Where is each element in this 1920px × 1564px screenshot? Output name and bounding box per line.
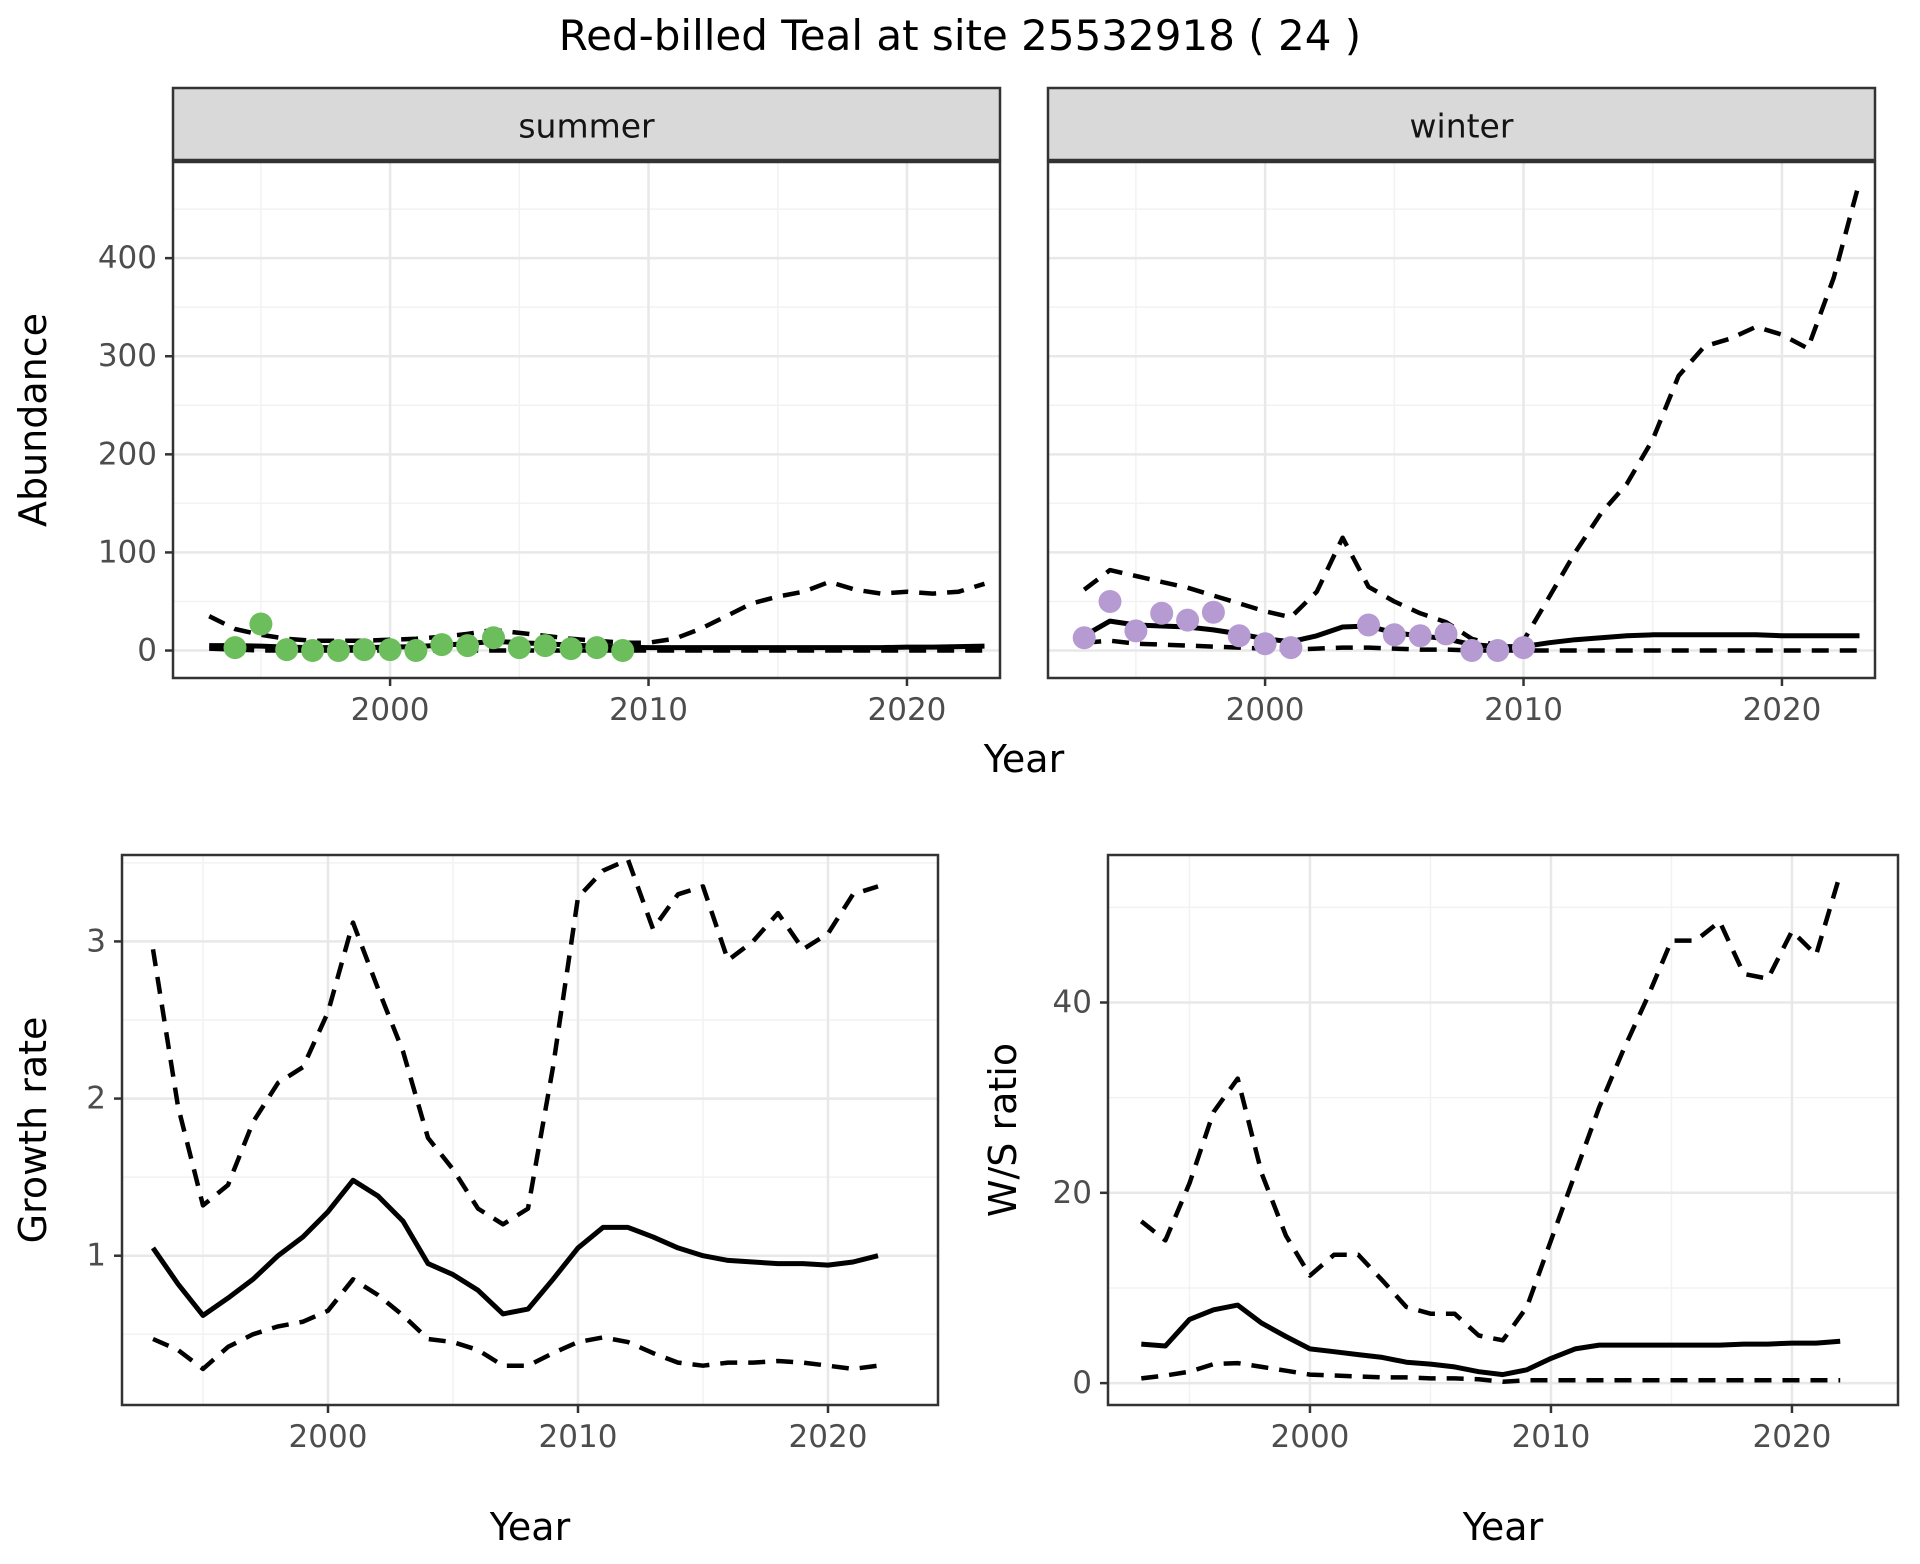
facet-strip	[171, 86, 1002, 162]
lower-ci-line	[1141, 1360, 1841, 1384]
data-point	[585, 636, 609, 660]
data-point	[1408, 624, 1432, 648]
panel-border	[120, 853, 940, 1407]
x-tick-label: 2010	[609, 692, 688, 728]
data-point	[1227, 624, 1251, 648]
x-tick-label: 2020	[789, 1419, 868, 1455]
x-tick-label: 2010	[1484, 692, 1563, 728]
data-point	[1434, 622, 1458, 646]
x-tick-label: 2020	[1743, 692, 1822, 728]
x-tick-label: 2000	[289, 1419, 368, 1455]
data-point	[301, 639, 325, 662]
x-tick-label: 2020	[1753, 1419, 1832, 1455]
lower-ci-line	[152, 1277, 879, 1372]
data-point	[1072, 626, 1096, 650]
data-point	[1201, 600, 1225, 624]
x-tick-label: 2000	[1271, 1419, 1350, 1455]
upper-ci-line	[1139, 873, 1843, 1343]
lower-ci-line	[1084, 638, 1860, 653]
y-axis-title-abundance: Abundance	[11, 313, 55, 527]
y-tick-label: 0	[137, 633, 157, 669]
data-point	[404, 639, 428, 662]
figure-title: Red-billed Teal at site 25532918 ( 24 )	[559, 11, 1361, 60]
upper-ci-line	[1082, 181, 1862, 648]
y-tick-label: 20	[1053, 1175, 1092, 1211]
data-point	[1279, 636, 1303, 660]
panel-growth-rate: 2000 2010 2020 1 2 3	[86, 853, 940, 1455]
x-axis-title-year-growth: Year	[489, 1505, 571, 1549]
panel-border	[1046, 160, 1877, 680]
facet-strip-label: winter	[1410, 107, 1514, 146]
data-point	[1486, 639, 1510, 662]
data-point	[249, 612, 273, 636]
data-point	[1357, 613, 1380, 637]
y-tick-label: 300	[98, 338, 157, 374]
panel-abundance-winter: winter 2000 2010 2020	[1046, 86, 1877, 728]
panel-border	[1106, 853, 1900, 1407]
data-point	[430, 633, 454, 657]
data-point	[482, 626, 505, 650]
y-tick-label: 400	[98, 240, 157, 276]
data-point	[378, 638, 402, 662]
panel-background	[122, 855, 938, 1405]
y-axis-title-growth-rate: Growth rate	[11, 1017, 55, 1244]
data-point	[223, 636, 247, 660]
median-line	[150, 1177, 879, 1318]
x-axis-title-year-top: Year	[983, 737, 1065, 781]
y-tick-label: 200	[98, 436, 157, 472]
y-tick-label: 3	[86, 923, 106, 959]
x-tick-label: 2010	[539, 1419, 618, 1455]
upper-ci-line	[150, 857, 879, 1227]
y-tick-label: 100	[98, 534, 157, 570]
data-point	[611, 639, 635, 662]
data-point	[326, 639, 350, 662]
x-tick-label: 2010	[1512, 1419, 1591, 1455]
median-line	[1141, 1302, 1841, 1378]
data-point	[1124, 619, 1148, 643]
data-point	[1176, 608, 1200, 632]
data-point	[275, 638, 299, 662]
data-point	[1150, 601, 1174, 625]
data-point	[1512, 636, 1535, 660]
y-tick-label: 2	[86, 1081, 106, 1117]
data-point	[1382, 623, 1406, 647]
panel-background	[1048, 162, 1875, 678]
panel-background	[1108, 855, 1898, 1405]
data-point	[1253, 632, 1277, 656]
data-point	[507, 636, 531, 660]
panel-abundance-summer: summer 2000 2010 2020 0 100 200 300 400	[98, 86, 1002, 728]
y-tick-label: 1	[86, 1238, 106, 1274]
data-point	[559, 637, 583, 661]
data-point	[1460, 639, 1484, 662]
lower-ci-line	[209, 646, 985, 653]
facet-strip	[1046, 86, 1877, 162]
x-tick-label: 2000	[351, 692, 430, 728]
x-tick-label: 2000	[1226, 692, 1305, 728]
panel-ws-ratio: 2000 2010 2020 0 20 40	[1053, 853, 1900, 1455]
panel-border	[171, 160, 1002, 680]
x-axis-title-year-ws: Year	[1462, 1505, 1544, 1549]
data-point	[1098, 590, 1122, 613]
y-tick-label: 40	[1053, 984, 1092, 1020]
panel-background	[173, 162, 1000, 678]
data-point	[352, 638, 376, 662]
y-axis-title-ws-ratio: W/S ratio	[981, 1043, 1025, 1217]
x-tick-label: 2020	[868, 692, 947, 728]
y-tick-label: 0	[1072, 1365, 1092, 1401]
data-point	[456, 634, 480, 658]
facet-strip-label: summer	[518, 107, 655, 146]
data-point	[533, 634, 557, 658]
